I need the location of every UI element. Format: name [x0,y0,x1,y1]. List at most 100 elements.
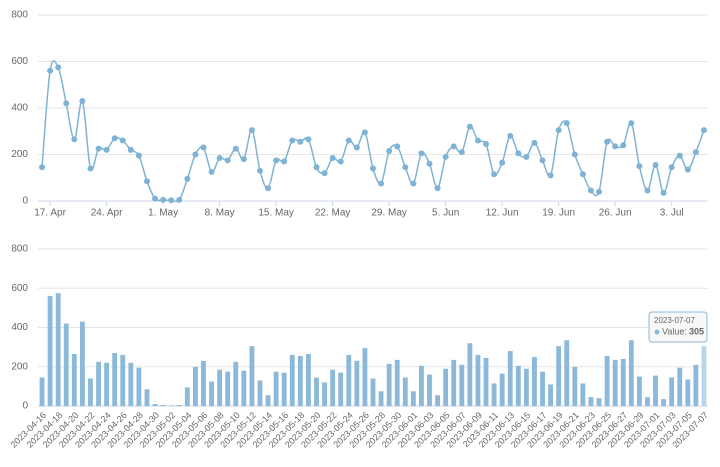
bar [564,340,570,406]
bar [427,374,432,406]
point [386,148,393,155]
x-tick-label: 26. Jun [599,208,632,219]
point [660,189,667,196]
point [232,145,239,152]
bar [233,361,239,406]
point [224,157,231,164]
bar [273,371,279,406]
bar [580,383,586,406]
bar [620,358,626,406]
point [55,64,62,71]
point [515,150,522,157]
point [604,138,611,145]
bar [201,360,206,406]
bar [88,378,93,406]
point [499,159,506,166]
point [111,135,118,142]
point [474,137,481,144]
bar [515,365,521,406]
bar [128,362,134,406]
tooltip-box [648,311,708,343]
bar [249,346,255,406]
x-tick-label: 1. May [148,208,178,219]
point [523,153,530,160]
bar [669,377,675,406]
point [79,98,86,105]
bar [556,346,562,406]
bar [79,321,85,406]
point [628,120,635,127]
point [168,197,175,204]
point [265,185,272,192]
bar [572,366,578,406]
point [539,157,546,164]
point [135,152,142,159]
point [547,172,554,179]
bar [596,398,602,406]
y-tick-label: 400 [11,103,28,114]
point [596,188,603,195]
point [700,127,707,134]
point [176,196,183,203]
bar [176,405,182,406]
point [281,158,288,165]
bar [330,369,336,406]
point [216,154,223,161]
bar [370,378,376,406]
point [337,158,344,165]
y-tick-label: 200 [11,361,28,372]
point [466,123,473,130]
bar [677,367,683,406]
point [192,151,199,158]
bar [209,381,214,406]
bar [168,405,174,406]
bar [160,405,166,406]
point [555,127,562,134]
x-tick-label: 24. Apr [91,208,123,219]
bar [402,377,408,406]
point [39,164,46,171]
bar [104,362,110,406]
bar [314,377,319,406]
bar [71,353,77,406]
point [321,170,328,177]
bar [120,354,126,406]
bar [701,346,707,406]
point [652,161,659,168]
point [256,167,263,174]
bar [685,379,691,406]
tooltip-marker [654,329,660,335]
line [41,60,705,203]
bar [540,371,545,406]
bar [523,368,529,406]
point [305,136,312,143]
bar [184,387,190,406]
point [402,164,409,171]
point [692,149,699,156]
bar [548,384,554,406]
bar [241,370,247,406]
bar [192,366,198,406]
bar [378,391,384,406]
point [370,165,376,172]
bar [443,368,449,406]
point [507,132,514,139]
point [458,149,465,156]
bar [265,395,271,406]
bar [499,373,505,406]
point [676,152,683,159]
point [587,187,594,194]
bar [346,354,352,406]
bar [362,348,368,406]
y-tick-label: 400 [11,322,28,333]
point [434,185,441,192]
bar [297,355,303,406]
bar [217,369,223,406]
bar [451,359,457,406]
bar [289,354,295,406]
bar [645,397,650,406]
bar [507,351,513,406]
x-tick-label: 29. May [371,208,407,219]
point [87,165,94,172]
